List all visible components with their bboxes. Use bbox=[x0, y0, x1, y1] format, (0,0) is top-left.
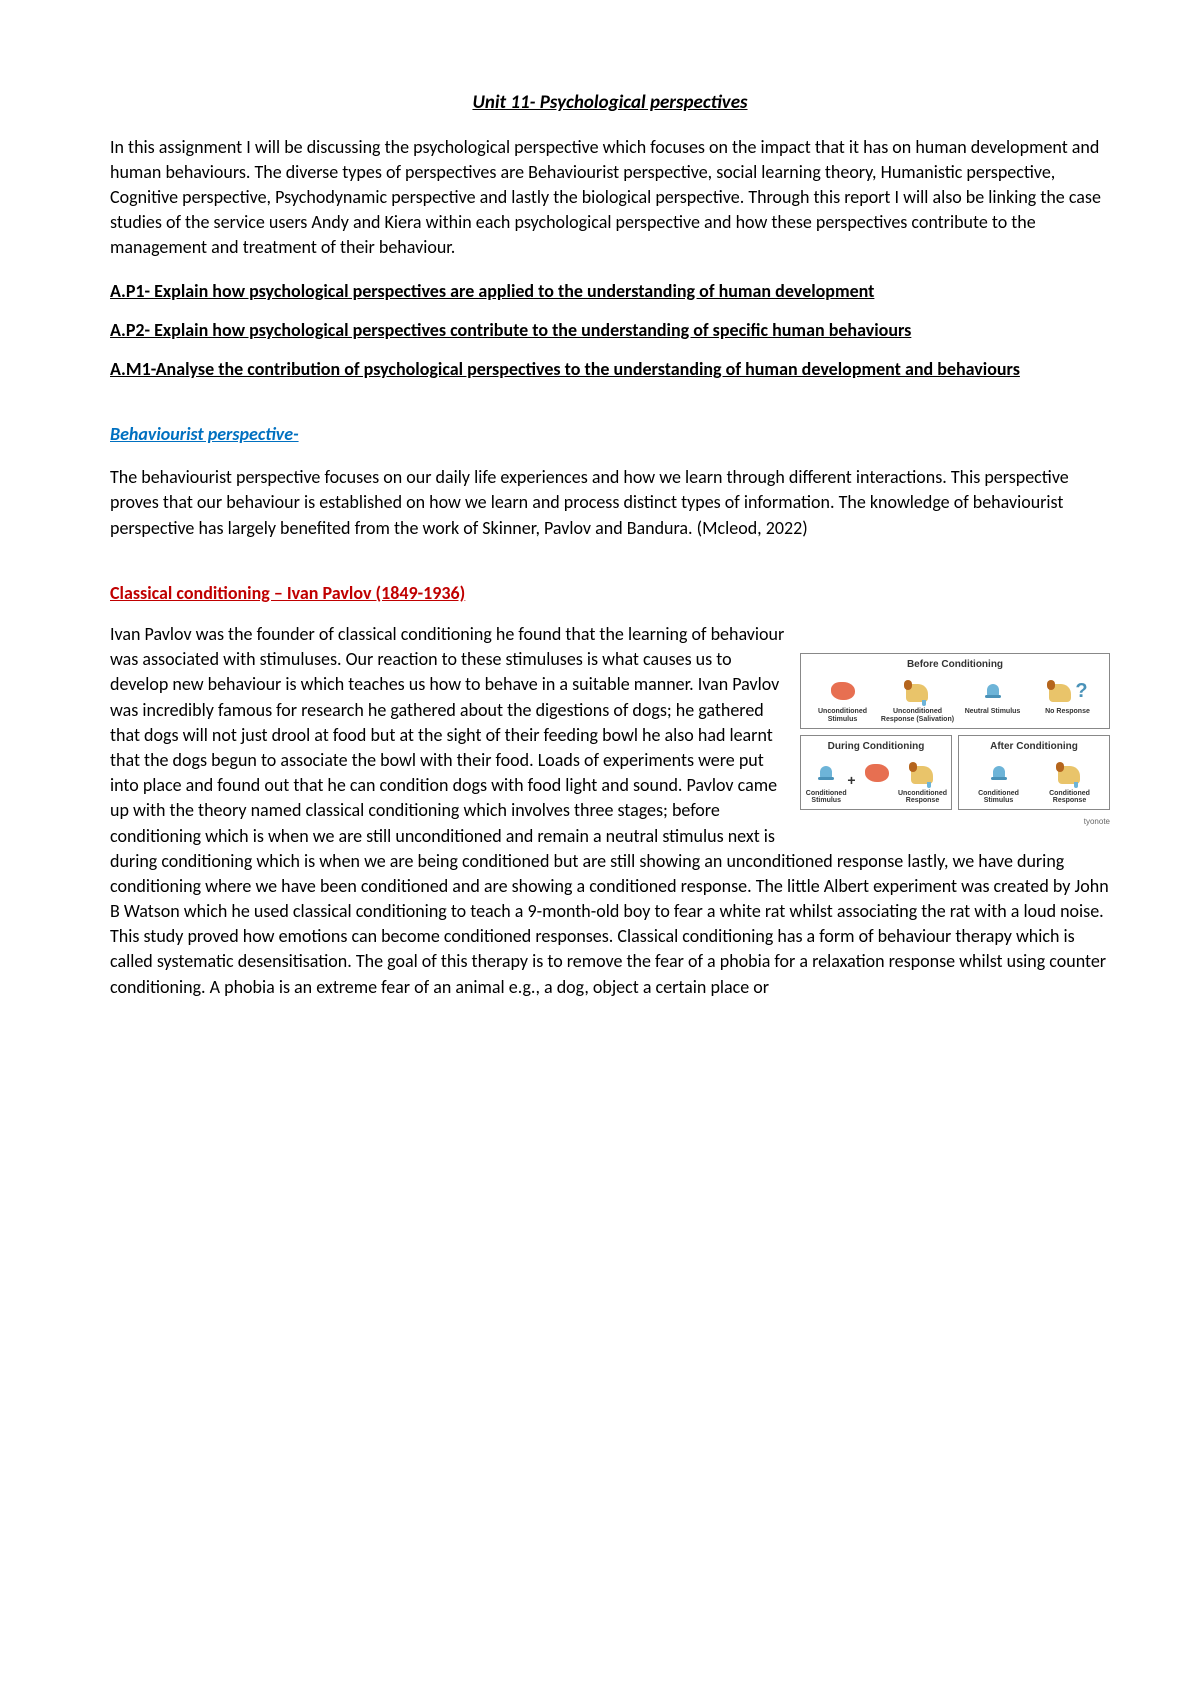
dog-icon bbox=[909, 760, 937, 786]
bell-icon bbox=[818, 764, 834, 782]
question-icon: ? bbox=[1075, 677, 1087, 705]
diagram-panel-during: During Conditioning Conditioned Stimulus… bbox=[800, 735, 952, 810]
diagram-item: Unconditioned Response (Salivation) bbox=[880, 676, 955, 723]
diagram-panel-after: After Conditioning Conditioned Stimulus … bbox=[958, 735, 1110, 810]
diagram-item bbox=[856, 758, 898, 788]
diagram-item: Conditioned Stimulus bbox=[963, 758, 1034, 805]
diagram-label: No Response bbox=[1030, 708, 1105, 716]
diagram-item: Conditioned Response bbox=[1034, 758, 1105, 805]
diagram-label: Neutral Stimulus bbox=[955, 708, 1030, 716]
diagram-item: ? No Response bbox=[1030, 676, 1105, 716]
page-title: Unit 11- Psychological perspectives bbox=[110, 90, 1110, 117]
diagram-item: Unconditioned Response bbox=[898, 758, 947, 805]
bell-icon bbox=[991, 764, 1007, 782]
dog-icon bbox=[904, 678, 932, 704]
diagram-label: Conditioned Stimulus bbox=[805, 790, 847, 805]
diagram-item: Conditioned Stimulus bbox=[805, 758, 847, 805]
section-behaviourist: Behaviourist perspective- bbox=[110, 422, 1110, 447]
bell-icon bbox=[985, 682, 1001, 700]
heading-ap1: A.P1- Explain how psychological perspect… bbox=[110, 279, 1110, 304]
diagram-source: tyonote bbox=[800, 816, 1110, 827]
diagram-label: Unconditioned Stimulus bbox=[805, 708, 880, 723]
diagram-label: Unconditioned Response bbox=[898, 790, 947, 805]
diagram-label: Conditioned Response bbox=[1034, 790, 1105, 805]
pavlov-body-container: Before Conditioning Unconditioned Stimul… bbox=[110, 647, 1110, 1018]
diagram-panel-title: During Conditioning bbox=[805, 740, 947, 754]
pavlov-lead: Ivan Pavlov was the founder of classical… bbox=[110, 622, 1110, 647]
diagram-item: Neutral Stimulus bbox=[955, 676, 1030, 716]
food-icon bbox=[831, 682, 855, 700]
heading-am1: A.M1-Analyse the contribution of psychol… bbox=[110, 357, 1110, 382]
diagram-item: Unconditioned Stimulus bbox=[805, 676, 880, 723]
food-icon bbox=[865, 764, 889, 782]
diagram-panel-title: After Conditioning bbox=[963, 740, 1105, 754]
dog-icon bbox=[1056, 760, 1084, 786]
conditioning-diagram: Before Conditioning Unconditioned Stimul… bbox=[800, 653, 1110, 827]
diagram-label: Unconditioned Response (Salivation) bbox=[880, 708, 955, 723]
diagram-panel-before: Before Conditioning Unconditioned Stimul… bbox=[800, 653, 1110, 728]
intro-paragraph: In this assignment I will be discussing … bbox=[110, 135, 1110, 261]
heading-ap2: A.P2- Explain how psychological perspect… bbox=[110, 318, 1110, 343]
dog-icon bbox=[1047, 678, 1075, 704]
diagram-label: Conditioned Stimulus bbox=[963, 790, 1034, 805]
plus-icon: + bbox=[847, 771, 855, 791]
paragraph-behaviourist: The behaviourist perspective focuses on … bbox=[110, 465, 1110, 541]
diagram-panel-title: Before Conditioning bbox=[805, 658, 1105, 672]
section-classical-conditioning: Classical conditioning – Ivan Pavlov (18… bbox=[110, 581, 1110, 606]
